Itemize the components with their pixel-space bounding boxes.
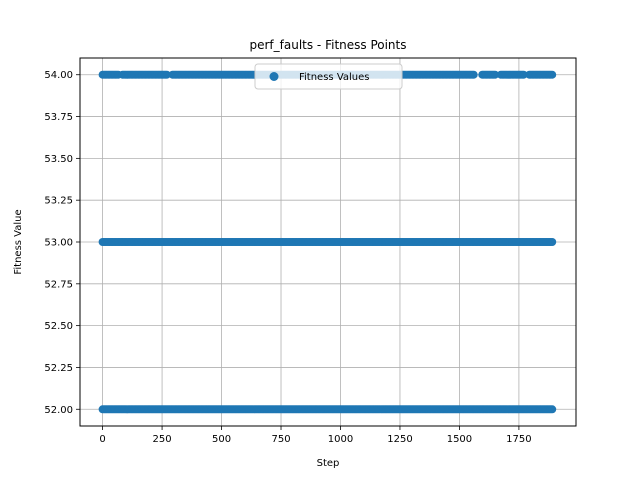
x-tick-label: 1750 [506,434,531,445]
x-tick-label: 750 [271,434,290,445]
data-point [469,70,478,79]
data-point [491,70,500,79]
x-tick-label: 250 [153,434,172,445]
y-tick-label: 53.25 [44,196,73,207]
data-point [162,70,171,79]
y-tick-label: 52.50 [44,321,73,332]
y-tick-label: 52.75 [44,279,73,290]
legend-box [254,63,403,90]
x-tick-label: 1500 [447,434,472,445]
scatter-points [98,70,557,414]
y-tick-label: 54.00 [44,70,73,81]
y-tick-label: 52.25 [44,363,73,374]
y-axis-ticks: 52.00 52.25 52.50 52.75 53.00 53.25 53.50 53.75… [44,70,80,416]
x-axis-ticks: 0 250 500 750 1000 1250 1500 1750 [99,426,532,445]
y-tick-label: 53.50 [44,154,73,165]
y-axis-label: Fitness Value [13,209,24,274]
legend: Fitness Values [254,63,403,90]
x-axis-label: Step [317,458,340,469]
legend-label: Fitness Values [299,72,369,83]
data-point [548,70,557,79]
y-tick-label: 52.00 [44,405,73,416]
x-tick-label: 0 [99,434,105,445]
x-tick-label: 1250 [387,434,412,445]
legend-marker [269,72,279,81]
data-point [548,238,557,246]
x-tick-label: 1000 [328,434,353,445]
x-tick-label: 500 [212,434,231,445]
data-point [548,405,557,414]
data-point [519,70,528,79]
y-tick-label: 53.00 [44,238,73,249]
y-tick-label: 53.75 [44,112,73,123]
chart-title: perf_faults - Fitness Points [249,38,406,52]
